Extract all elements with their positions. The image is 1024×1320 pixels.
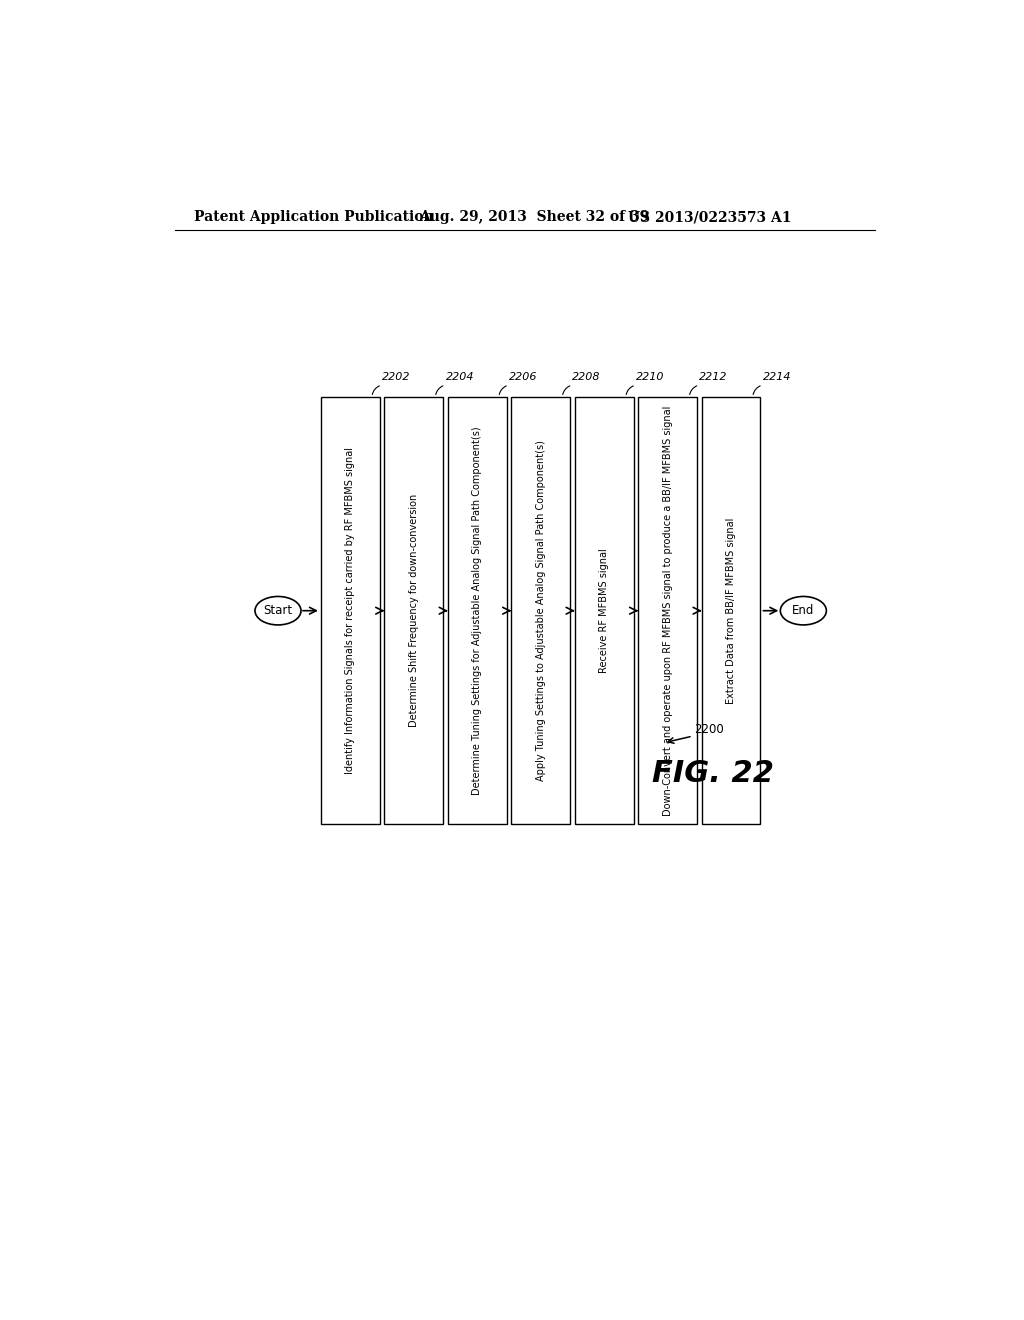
Text: Patent Application Publication: Patent Application Publication [194,210,433,224]
FancyBboxPatch shape [638,397,697,824]
Ellipse shape [780,597,826,624]
Text: 2212: 2212 [699,372,728,381]
FancyBboxPatch shape [384,397,443,824]
Text: 2200: 2200 [694,723,724,737]
FancyBboxPatch shape [447,397,507,824]
Text: Receive RF MFBMS signal: Receive RF MFBMS signal [599,548,609,673]
Text: End: End [793,605,814,618]
Text: 2208: 2208 [572,372,601,381]
Text: 2206: 2206 [509,372,538,381]
Text: Identify Information Signals for receipt carried by RF MFBMS signal: Identify Information Signals for receipt… [345,447,355,775]
Text: Extract Data from BB/IF MFBMS signal: Extract Data from BB/IF MFBMS signal [726,517,736,704]
FancyBboxPatch shape [574,397,634,824]
Text: Apply Tuning Settings to Adjustable Analog Signal Path Component(s): Apply Tuning Settings to Adjustable Anal… [536,441,546,781]
Text: 2214: 2214 [763,372,792,381]
Text: 2204: 2204 [445,372,474,381]
FancyBboxPatch shape [511,397,570,824]
Text: Determine Shift Frequency for down-conversion: Determine Shift Frequency for down-conve… [409,494,419,727]
Text: 2202: 2202 [382,372,411,381]
Ellipse shape [255,597,301,624]
Text: Determine Tuning Settings for Adjustable Analog Signal Path Component(s): Determine Tuning Settings for Adjustable… [472,426,482,795]
Text: US 2013/0223573 A1: US 2013/0223573 A1 [628,210,792,224]
Text: FIG. 22: FIG. 22 [652,759,774,788]
Text: Start: Start [263,605,293,618]
Text: Aug. 29, 2013  Sheet 32 of 39: Aug. 29, 2013 Sheet 32 of 39 [419,210,649,224]
FancyBboxPatch shape [321,397,380,824]
Text: 2210: 2210 [636,372,665,381]
Text: Down-Convert and operate upon RF MFBMS signal to produce a BB/IF MFBMS signal: Down-Convert and operate upon RF MFBMS s… [663,405,673,816]
FancyBboxPatch shape [701,397,761,824]
